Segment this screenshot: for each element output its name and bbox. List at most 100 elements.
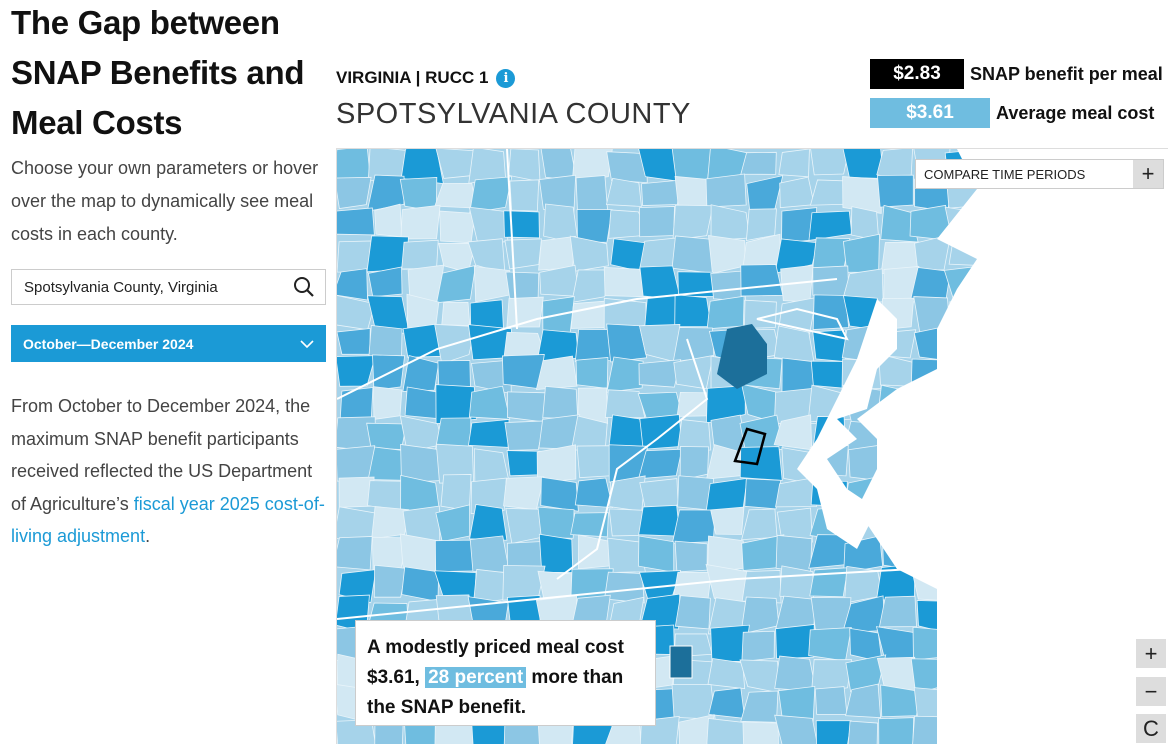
county-shape[interactable] [509,179,540,212]
county-shape[interactable] [739,446,783,481]
county-shape[interactable] [808,210,853,241]
county-shape[interactable] [639,206,675,238]
county-shape[interactable] [776,507,813,544]
county-shape[interactable] [468,385,511,420]
county-shape[interactable] [778,297,817,335]
cola-link[interactable]: fiscal year 2025 cost-of-living adjustme… [11,493,325,547]
county-shape[interactable] [740,151,777,175]
county-shape[interactable] [740,690,779,723]
county-shape[interactable] [710,506,745,535]
county-shape[interactable] [638,504,681,537]
county-shape[interactable] [571,269,612,303]
info-icon[interactable]: i [496,68,516,88]
county-shape[interactable] [402,354,440,392]
county-shape[interactable] [880,684,920,718]
county-shape[interactable] [469,504,508,541]
county-shape[interactable] [570,512,609,538]
county-shape[interactable] [468,419,510,448]
county-shape[interactable] [569,235,609,272]
county-shape[interactable] [678,714,715,744]
county-shape[interactable] [603,266,649,298]
county-shape[interactable] [774,238,819,274]
county-shape[interactable] [847,720,879,744]
county-shape[interactable] [574,328,613,363]
county-shape[interactable] [706,385,746,424]
county-shape[interactable] [811,659,853,694]
county-shape[interactable] [366,174,405,212]
county-shape[interactable] [671,235,716,275]
search-icon[interactable] [293,276,315,298]
county-shape[interactable] [435,384,478,425]
county-shape[interactable] [677,419,712,452]
county-shape[interactable] [441,301,471,327]
county-shape[interactable] [814,686,848,715]
county-shape[interactable] [775,624,815,660]
county-shape[interactable] [815,720,852,744]
county-shape[interactable] [337,207,375,236]
county-shape[interactable] [744,478,782,510]
county-shape[interactable] [576,445,614,479]
county-shape[interactable] [508,149,541,183]
county-shape[interactable] [746,175,784,213]
county-shape[interactable] [878,717,915,744]
county-shape[interactable] [638,359,682,388]
county-shape[interactable] [503,476,545,511]
county-shape[interactable] [338,569,377,604]
county-shape[interactable] [673,355,714,390]
county-shape[interactable] [741,630,775,663]
county-shape[interactable] [373,564,407,598]
county-shape[interactable] [810,149,850,176]
county-shape[interactable] [638,535,675,573]
county-shape[interactable] [505,507,545,544]
county-shape[interactable] [705,477,748,512]
county-shape[interactable] [778,149,810,178]
county-shape[interactable] [639,414,683,450]
county-shape[interactable] [775,476,818,508]
county-shape[interactable] [536,444,577,484]
county-shape[interactable] [674,294,712,328]
county-shape[interactable] [679,446,710,481]
county-shape[interactable] [439,210,476,244]
county-shape[interactable] [606,356,644,393]
county-shape[interactable] [705,173,747,208]
county-shape[interactable] [401,239,439,270]
county-shape[interactable] [674,540,708,573]
county-shape[interactable] [845,683,882,719]
county-shape[interactable] [542,385,579,420]
county-shape[interactable] [741,508,778,541]
county-shape[interactable] [503,210,540,239]
county-shape[interactable] [779,176,815,209]
county-shape[interactable] [436,264,477,304]
county-shape[interactable] [575,357,609,389]
county-shape[interactable] [707,658,746,690]
county-shape[interactable] [337,268,368,301]
county-shape[interactable] [535,355,578,390]
county-shape[interactable] [605,177,642,207]
county-shape[interactable] [337,328,371,355]
county-shape[interactable] [742,721,779,744]
county-shape[interactable] [571,149,613,182]
county-shape[interactable] [401,566,440,602]
county-shape[interactable] [373,386,403,420]
county-shape[interactable] [538,235,576,271]
county-shape[interactable] [878,595,917,628]
county-shape[interactable] [434,183,477,209]
county-shape[interactable] [781,357,817,393]
county-shape[interactable] [469,176,513,214]
county-shape[interactable] [576,209,613,243]
county-shape[interactable] [574,477,614,509]
county-shape[interactable] [638,448,683,480]
county-shape[interactable] [774,655,817,693]
county-shape[interactable] [473,265,511,303]
county-shape[interactable] [710,204,750,241]
time-period-select[interactable]: October—December 2024 [11,325,326,362]
zoom-in-button[interactable]: + [1136,639,1166,668]
reset-zoom-button[interactable]: C [1136,714,1166,743]
county-shape[interactable] [706,717,748,744]
county-shape[interactable] [337,355,376,387]
county-shape[interactable] [705,563,748,604]
county-shape[interactable] [808,627,852,662]
county-shape[interactable] [641,179,681,206]
county-shape[interactable] [504,420,545,451]
county-shape[interactable] [674,595,711,630]
